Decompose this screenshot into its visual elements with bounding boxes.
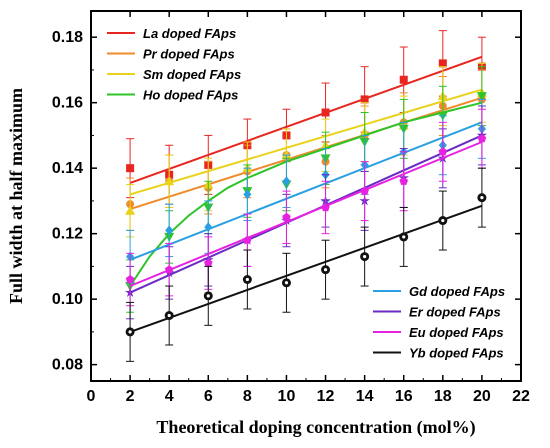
- x-tick-label: 18: [434, 388, 452, 405]
- x-tick-label: 22: [512, 388, 530, 405]
- marker-circle-inner: [206, 294, 210, 298]
- marker-pentagon: [282, 212, 291, 221]
- marker-circle-open: [164, 311, 174, 321]
- fit-line: [129, 96, 483, 211]
- marker-circle-open: [321, 265, 331, 275]
- marker-square: [438, 59, 447, 68]
- y-tick-label: 0.14: [52, 160, 83, 177]
- x-tick-label: 12: [317, 388, 335, 405]
- marker-circle-inner: [323, 268, 328, 272]
- x-tick-label: 16: [395, 388, 413, 405]
- marker-square: [321, 108, 330, 117]
- legend-label: Yb doped FAps: [409, 346, 504, 361]
- legend-label: Gd doped FAps: [409, 284, 505, 299]
- marker-circle-open: [438, 216, 448, 226]
- legend-layer: La doped FAps Pr doped FAps Sm doped FAps H…: [107, 26, 505, 361]
- fit-line: [129, 141, 483, 287]
- legend-label: Sm doped FAps: [143, 67, 241, 82]
- marker-pentagon: [125, 275, 135, 284]
- x-tick-label: 8: [243, 388, 252, 405]
- marker-circle-inner: [284, 281, 289, 285]
- marker-diamond: [243, 189, 252, 200]
- legend-label: La doped FAps: [143, 26, 236, 41]
- marker-circle-inner: [441, 218, 445, 223]
- marker-circle-open: [125, 327, 135, 337]
- series-layer: [124, 30, 488, 362]
- y-tick-label: 0.08: [52, 357, 83, 374]
- x-tick-label: 10: [278, 388, 296, 405]
- marker-diamond: [282, 176, 291, 187]
- marker-diamond: [204, 222, 213, 233]
- x-tick-label: 14: [356, 388, 374, 405]
- x-tick-label: 20: [473, 388, 491, 405]
- marker-pentagon: [164, 265, 174, 274]
- x-tick-label: 0: [87, 388, 96, 405]
- ticks-layer: 0 2 4 6 8 10 12 14 16 18 20 22 0.08 0.10 0.12 0.14 0.16 0…: [52, 11, 530, 405]
- marker-pentagon: [204, 258, 213, 267]
- series-eu: [125, 108, 487, 307]
- marker-pentagon: [477, 134, 487, 143]
- marker-square: [399, 75, 408, 84]
- fit-line: [129, 204, 483, 333]
- marker-circle-inner: [480, 196, 484, 200]
- marker-circle-inner: [167, 313, 171, 318]
- y-tick-label: 0.16: [52, 95, 83, 112]
- marker-triangle-up: [164, 176, 175, 186]
- marker-circle-open: [399, 232, 409, 242]
- fit-line: [129, 101, 483, 287]
- series-yb: [125, 167, 487, 362]
- marker-circle-inner: [128, 330, 132, 334]
- marker-circle-inner: [245, 277, 249, 282]
- marker-circle-open: [281, 278, 291, 288]
- legend-label: Pr doped FAps: [143, 47, 235, 62]
- y-tick-label: 0.12: [52, 226, 83, 243]
- marker-circle-inner: [363, 254, 367, 259]
- marker-circle-open: [360, 252, 370, 262]
- series-gd: [126, 98, 486, 284]
- x-axis-title: Theoretical doping concentration (mol%): [156, 417, 475, 438]
- marker-pentagon: [243, 235, 252, 244]
- y-axis-title: Full width at half maximum: [6, 88, 26, 304]
- y-tick-label: 0.18: [52, 29, 83, 46]
- legend-label: Eu doped FAps: [409, 325, 504, 340]
- marker-circle-open: [242, 274, 252, 284]
- marker-pentagon: [321, 203, 330, 212]
- y-tick-label: 0.10: [52, 291, 83, 308]
- marker-square: [126, 164, 135, 173]
- x-tick-label: 6: [204, 388, 213, 405]
- x-tick-label: 2: [126, 388, 135, 405]
- marker-square: [360, 95, 369, 104]
- x-tick-label: 4: [165, 388, 174, 405]
- legend-top: La doped FAps Pr doped FAps Sm doped FAps H…: [107, 26, 241, 103]
- fit-line: [129, 55, 483, 184]
- marker-circle-inner: [402, 235, 406, 239]
- marker-pentagon: [399, 176, 408, 185]
- legend-label: Er doped FAps: [409, 305, 501, 320]
- marker-triangle-up: [125, 205, 136, 215]
- marker-pentagon: [360, 186, 369, 195]
- marker-triangle-down: [476, 92, 487, 102]
- marker-circle-open: [203, 291, 213, 301]
- legend-label: Ho doped FAps: [143, 88, 238, 103]
- fit-line: [129, 88, 483, 196]
- marker-diamond: [165, 225, 174, 236]
- marker-pentagon: [438, 147, 448, 156]
- marker-circle-open: [477, 193, 487, 203]
- fit-line: [129, 121, 483, 261]
- legend-bottom: Gd doped FAps Er doped FAps Eu doped FAps Y…: [373, 284, 505, 361]
